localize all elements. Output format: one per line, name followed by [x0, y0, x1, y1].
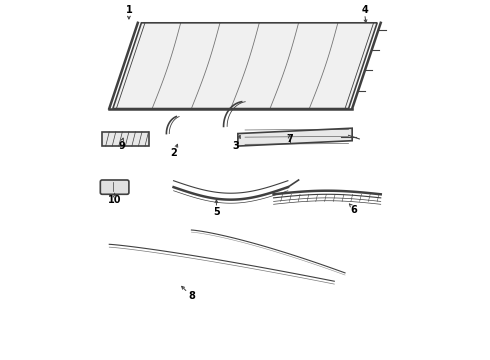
Text: 6: 6 — [350, 205, 357, 215]
Text: 1: 1 — [125, 5, 132, 15]
Polygon shape — [113, 23, 377, 109]
Text: 8: 8 — [188, 291, 195, 301]
Text: 10: 10 — [108, 195, 122, 204]
Text: 3: 3 — [233, 141, 240, 151]
Polygon shape — [102, 132, 148, 146]
Text: 5: 5 — [213, 207, 220, 217]
Text: 7: 7 — [286, 134, 293, 144]
Polygon shape — [238, 128, 352, 146]
Text: 2: 2 — [170, 148, 177, 158]
Text: 4: 4 — [361, 5, 368, 15]
FancyBboxPatch shape — [100, 180, 129, 194]
Text: 9: 9 — [119, 141, 125, 151]
